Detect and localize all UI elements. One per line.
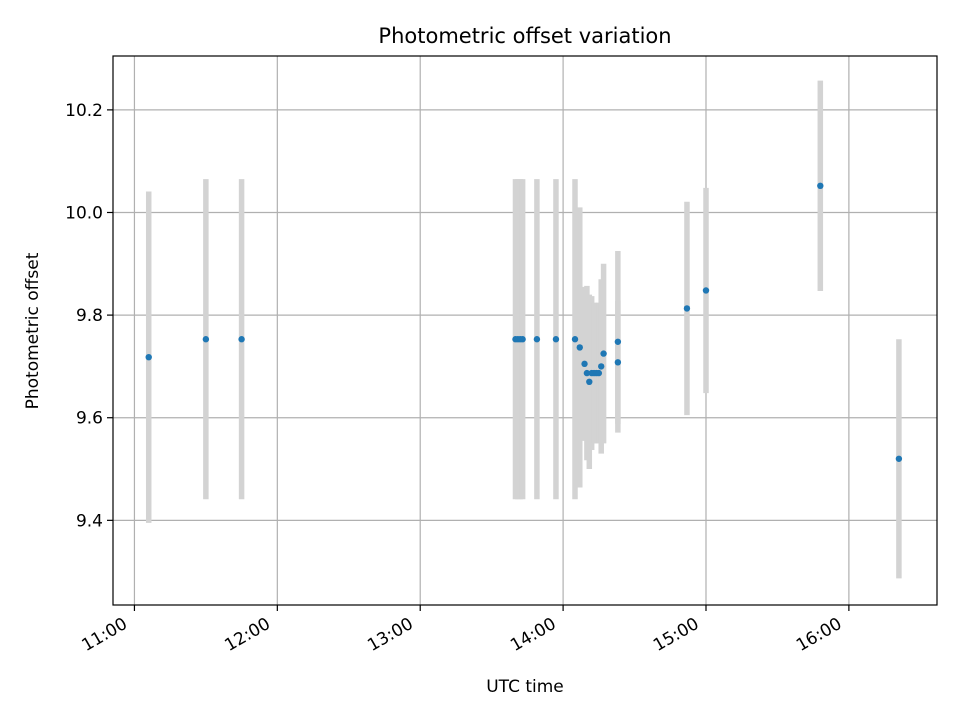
data-point xyxy=(202,336,210,343)
data-point xyxy=(586,378,593,386)
y-tick-label: 9.8 xyxy=(76,306,103,326)
data-point xyxy=(817,182,824,190)
data-point xyxy=(895,455,903,462)
data-point xyxy=(702,287,710,294)
data-point xyxy=(581,360,588,368)
data-point xyxy=(145,353,152,361)
plot-frame xyxy=(112,55,938,606)
data-point xyxy=(533,336,541,343)
data-point xyxy=(571,336,579,343)
y-axis-ticks: 9.4 9.6 9.8 10.0 10.2 xyxy=(65,101,113,531)
data-point xyxy=(519,336,526,343)
data-point xyxy=(238,336,245,343)
y-tick-label: 9.6 xyxy=(76,409,103,429)
data-points xyxy=(145,182,903,462)
y-tick-label: 10.0 xyxy=(65,203,103,223)
data-point xyxy=(598,363,605,370)
data-point xyxy=(583,369,591,377)
data-point xyxy=(683,305,691,312)
data-point xyxy=(614,338,622,345)
data-point xyxy=(595,369,603,377)
y-axis-label: Photometric offset xyxy=(23,252,43,409)
x-axis-label: UTC time xyxy=(486,677,564,697)
data-point xyxy=(600,350,607,357)
y-tick-label: 10.2 xyxy=(65,101,103,121)
data-point xyxy=(576,344,583,351)
data-point xyxy=(552,336,560,343)
y-tick-label: 9.4 xyxy=(76,511,103,531)
data-point xyxy=(614,359,622,366)
chart-title: Photometric offset variation xyxy=(378,24,671,48)
